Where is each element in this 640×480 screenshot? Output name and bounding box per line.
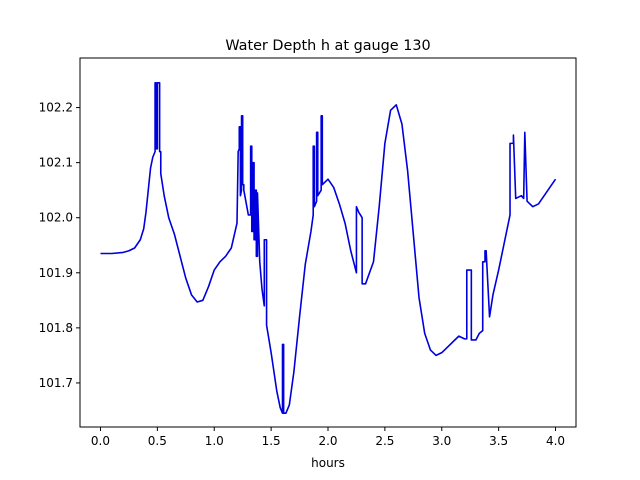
x-tick-label: 1.5 bbox=[262, 434, 281, 448]
y-tick-label: 101.9 bbox=[39, 266, 73, 280]
x-tick-label: 0.5 bbox=[148, 434, 167, 448]
series-line-0 bbox=[100, 81, 557, 415]
y-tick-label: 102.2 bbox=[39, 101, 73, 115]
y-tick-label: 102.1 bbox=[39, 156, 73, 170]
y-tick-label: 102.0 bbox=[39, 211, 73, 225]
axes-frame bbox=[79, 57, 577, 428]
y-tick-label: 101.8 bbox=[39, 321, 73, 335]
x-tick-label: 4.0 bbox=[546, 434, 565, 448]
x-axis-label: hours bbox=[311, 456, 345, 470]
y-tick-label: 101.7 bbox=[39, 376, 73, 390]
x-tick-label: 2.0 bbox=[318, 434, 337, 448]
chart-title: Water Depth h at gauge 130 bbox=[225, 38, 430, 54]
plot-area bbox=[100, 81, 557, 415]
x-tick-label: 3.0 bbox=[432, 434, 451, 448]
x-tick-label: 3.5 bbox=[489, 434, 508, 448]
x-tick-label: 0.0 bbox=[91, 434, 110, 448]
x-tick-label: 2.5 bbox=[375, 434, 394, 448]
y-axis-ticks: 101.7 101.8 101.9 102.0 102.1 102.2 bbox=[39, 101, 80, 390]
x-tick-label: 1.0 bbox=[205, 434, 224, 448]
x-axis-ticks: 0.0 0.5 1.0 1.5 2.0 2.5 3.0 3.5 4.0 bbox=[91, 427, 565, 448]
